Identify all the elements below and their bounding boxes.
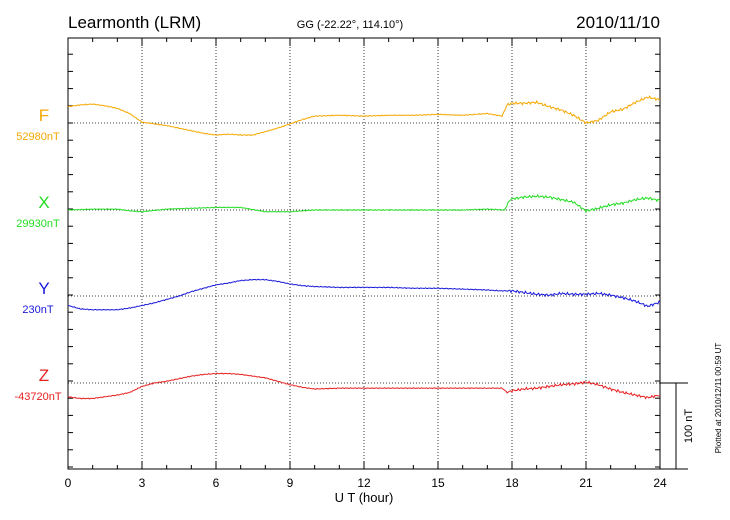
- x-tick-label: 3: [139, 476, 146, 490]
- x-tick-label: 21: [579, 476, 593, 490]
- series-line-f: [67, 95, 661, 137]
- date-label: 2010/11/10: [576, 13, 660, 32]
- series-name-x: X: [38, 193, 49, 212]
- x-tick-label: 15: [431, 476, 445, 490]
- x-tick-label: 9: [287, 476, 294, 490]
- series-baseline-z: -43720nT: [14, 391, 61, 403]
- series-labels: F 52980nT X 29930nT Y 230nT Z -43720nT: [14, 106, 61, 403]
- series-baseline-x: 29930nT: [16, 218, 60, 230]
- x-tick-label: 24: [653, 476, 667, 490]
- scale-bar: 100 nT: [660, 382, 695, 470]
- x-tick-label: 18: [505, 476, 519, 490]
- grid: [68, 38, 660, 469]
- station-title: Learmonth (LRM): [68, 13, 201, 32]
- x-tick-label: 6: [213, 476, 220, 490]
- x-axis-label: U T (hour): [335, 490, 394, 505]
- series-group: [67, 95, 661, 400]
- series-baseline-y: 230nT: [22, 304, 53, 316]
- station-coords: GG (-22.22°, 114.10°): [297, 19, 403, 31]
- x-tick-label: 12: [357, 476, 371, 490]
- series-name-f: F: [39, 106, 49, 125]
- series-baseline-f: 52980nT: [16, 131, 60, 143]
- axis-ticks: 0 3 6 9 12 15 18 21 24: [65, 38, 667, 490]
- series-line-y: [67, 278, 661, 311]
- series-line-x: [67, 193, 661, 214]
- series-line-z: [67, 372, 661, 400]
- plotted-timestamp: Plotted at 2010/12/11 00:59 UT: [714, 343, 723, 454]
- scale-bar-label: 100 nT: [683, 409, 695, 444]
- x-tick-label: 0: [65, 476, 72, 490]
- series-name-y: Y: [38, 279, 49, 298]
- series-name-z: Z: [39, 366, 49, 385]
